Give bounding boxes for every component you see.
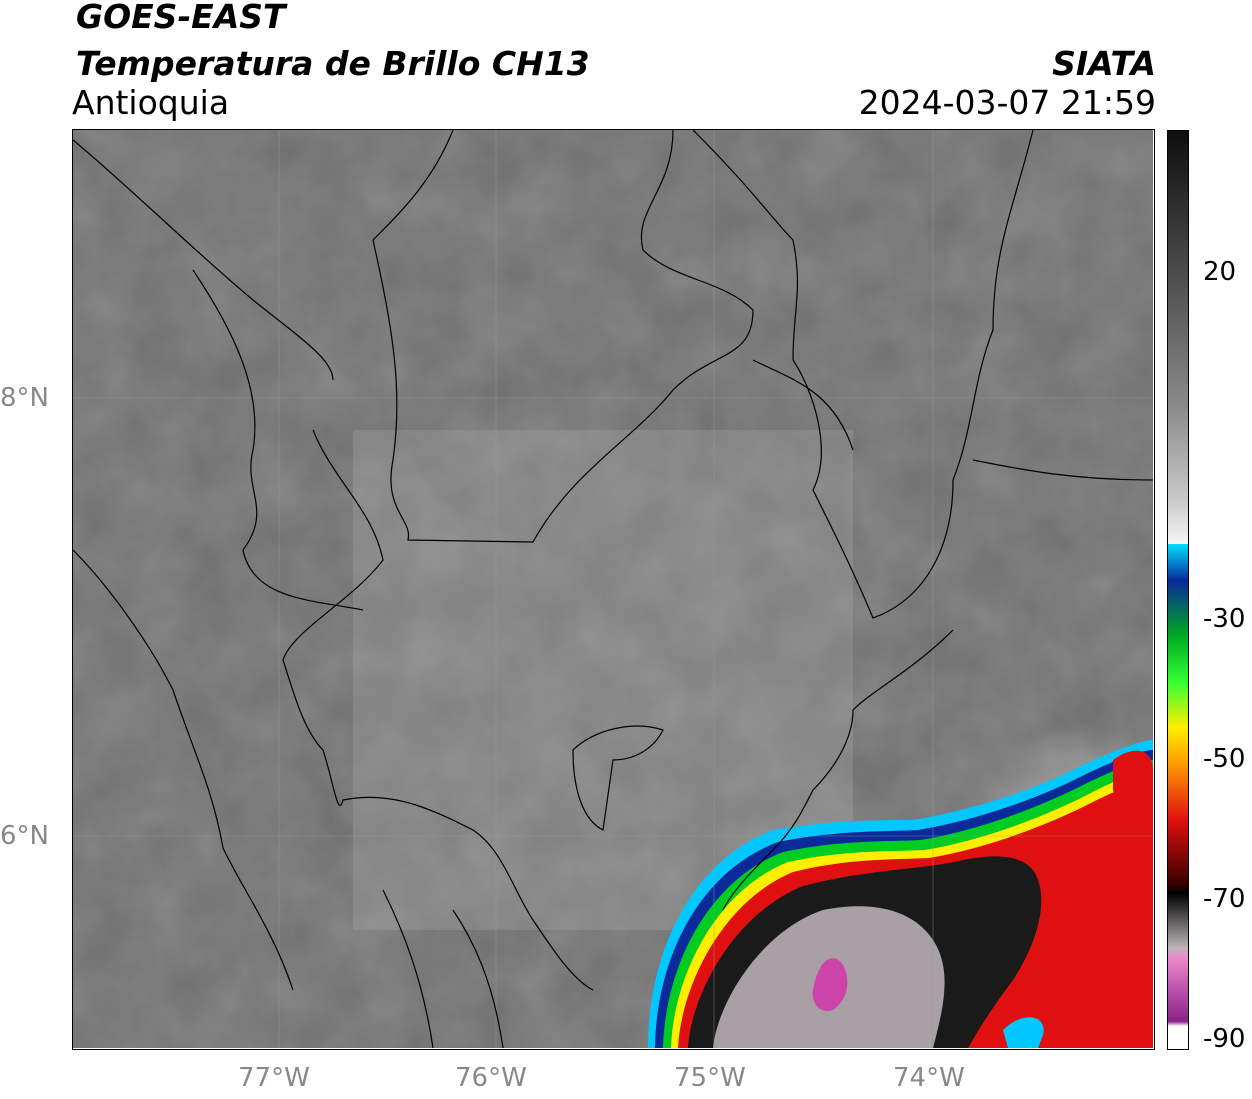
colorbar-svg: [1168, 131, 1194, 1049]
lon-label-75w: 75°W: [674, 1063, 746, 1093]
region-label: Antioquia: [72, 83, 230, 122]
lat-label-6n: 6°N: [0, 821, 49, 851]
lon-label-76w: 76°W: [455, 1063, 527, 1093]
satellite-map: [72, 129, 1155, 1050]
lat-label-8n: 8°N: [0, 383, 49, 413]
admin-boundaries: [73, 130, 1153, 1048]
satellite-title: GOES-EAST: [76, 0, 286, 36]
graticule: [73, 130, 1153, 1048]
org-label: SIATA: [1052, 44, 1156, 83]
colorbar-ramp: [1168, 131, 1188, 1049]
convective-storm: [648, 740, 1153, 1048]
colorbar-tick-minus90: -90: [1203, 1024, 1246, 1054]
colorbar-tick-20: 20: [1203, 257, 1237, 287]
colorbar-tick-minus50: -50: [1203, 744, 1246, 774]
map-svg: [73, 130, 1153, 1048]
colorbar-tick-minus30: -30: [1203, 604, 1246, 634]
colorbar: [1167, 130, 1194, 1050]
colorbar-tick-minus70: -70: [1203, 884, 1246, 914]
product-title: Temperatura de Brillo CH13: [76, 44, 590, 83]
lon-label-77w: 77°W: [238, 1063, 310, 1093]
datetime-label: 2024-03-07 21:59: [858, 83, 1156, 122]
lon-label-74w: 74°W: [893, 1063, 965, 1093]
